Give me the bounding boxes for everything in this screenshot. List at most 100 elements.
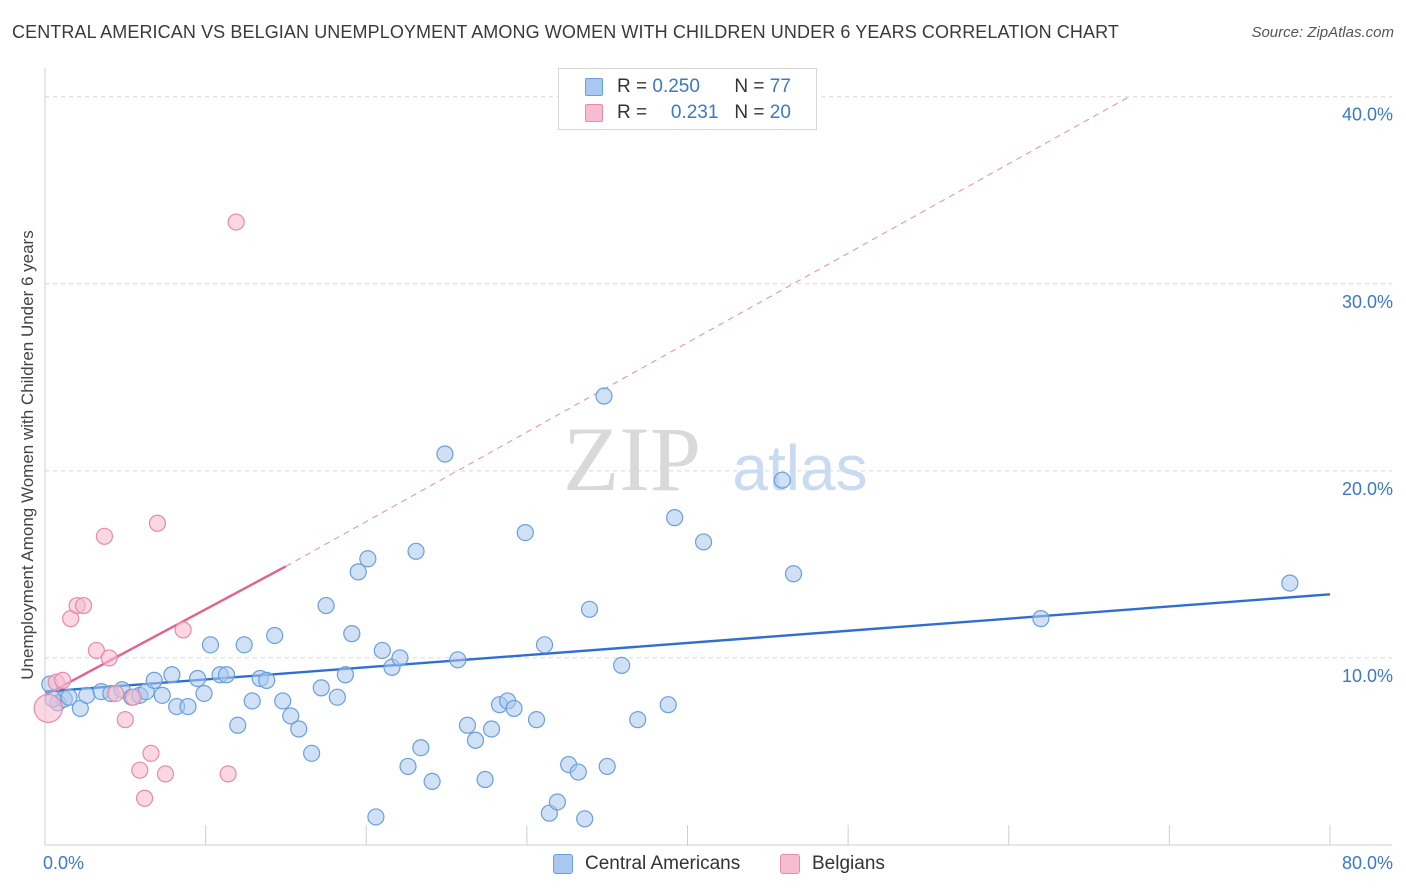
point-central-american xyxy=(548,793,566,811)
point-central-american xyxy=(303,744,321,762)
legend-swatch-central xyxy=(585,78,603,96)
point-central-american xyxy=(317,596,335,615)
point-belgian xyxy=(174,621,192,639)
point-belgian xyxy=(131,761,149,779)
point-belgian xyxy=(227,213,245,231)
point-central-american xyxy=(235,636,253,654)
point-belgian xyxy=(54,671,72,689)
point-central-american xyxy=(153,686,171,704)
point-central-american xyxy=(399,757,417,776)
point-belgian xyxy=(135,789,154,807)
legend-label-belgians: Belgians xyxy=(812,853,885,874)
point-central-american xyxy=(290,720,308,738)
point-central-american xyxy=(188,669,207,688)
x-tick-label: 80.0% xyxy=(1342,853,1393,873)
legend-label-central: Central Americans xyxy=(585,853,741,874)
legend-r-label: R = xyxy=(617,102,648,123)
legend-item-belgians[interactable]: Belgians xyxy=(780,851,885,877)
point-central-american xyxy=(516,523,534,542)
point-central-american xyxy=(258,671,276,689)
legend-r-value: 0.250 xyxy=(652,76,700,97)
point-central-american xyxy=(274,692,292,710)
point-central-american xyxy=(412,739,430,757)
point-central-american xyxy=(359,550,377,568)
point-belgian xyxy=(33,693,63,724)
point-central-american xyxy=(195,684,213,703)
point-central-american xyxy=(328,688,346,706)
point-central-american xyxy=(576,810,594,828)
point-central-american xyxy=(458,716,477,734)
trend-line-belgians xyxy=(44,565,287,697)
chart-title: CENTRAL AMERICAN VS BELGIAN UNEMPLOYMENT… xyxy=(12,22,1119,42)
legend-swatch-belgians xyxy=(585,104,603,122)
watermark: ZIP atlas xyxy=(563,408,868,510)
point-central-american xyxy=(243,692,261,710)
point-central-american xyxy=(613,656,631,675)
point-central-american xyxy=(527,711,546,729)
point-central-american xyxy=(229,716,247,734)
legend-r-value: 0.231 xyxy=(670,102,719,123)
point-central-american xyxy=(629,711,647,729)
point-belgian xyxy=(74,596,93,615)
point-central-american xyxy=(407,542,425,560)
y-tick-label: 10.0% xyxy=(1342,666,1393,686)
point-central-american xyxy=(349,563,367,581)
point-belgian xyxy=(100,649,118,667)
point-central-american xyxy=(163,666,181,684)
legend-row-central: R = 0.250 N = 77 xyxy=(585,75,791,99)
point-belgian xyxy=(124,688,142,706)
point-central-american xyxy=(179,697,197,716)
point-central-american xyxy=(145,671,163,689)
point-central-american xyxy=(336,666,354,684)
point-central-american xyxy=(391,649,409,667)
legend-n-value: 20 xyxy=(769,102,791,123)
point-central-american xyxy=(694,533,713,551)
point-belgian xyxy=(116,711,134,729)
legend-item-central-americans[interactable]: Central Americans xyxy=(553,851,740,877)
point-central-american xyxy=(78,686,96,704)
y-tick-label: 30.0% xyxy=(1342,292,1393,312)
legend-row-belgians: R = 0.231 N = 20 xyxy=(585,101,791,125)
point-belgian xyxy=(156,765,175,783)
point-central-american xyxy=(217,666,236,684)
point-central-american xyxy=(343,625,361,643)
axes xyxy=(44,68,1392,846)
point-central-american xyxy=(659,696,677,714)
legend-swatch-belgians xyxy=(780,854,800,874)
point-central-american xyxy=(476,770,494,789)
legend-n-value: 77 xyxy=(769,76,791,97)
trend-extension-belgians xyxy=(285,96,1130,567)
point-central-american xyxy=(1281,574,1299,592)
point-central-american xyxy=(580,600,599,618)
watermark-zip: ZIP xyxy=(563,408,701,510)
x-tick-label: 0.0% xyxy=(43,853,84,873)
gridlines xyxy=(45,96,1392,659)
point-central-american xyxy=(569,763,587,781)
watermark-atlas: atlas xyxy=(732,432,867,504)
point-central-american xyxy=(373,641,391,660)
point-central-american xyxy=(423,772,441,790)
data-points xyxy=(33,213,1299,828)
point-central-american xyxy=(535,636,554,654)
y-tick-label: 20.0% xyxy=(1342,479,1393,499)
point-central-american xyxy=(666,509,684,527)
point-central-american xyxy=(773,471,791,489)
point-central-american xyxy=(505,699,523,718)
point-central-american xyxy=(436,445,454,463)
point-belgian xyxy=(107,684,125,703)
point-central-american xyxy=(282,707,300,725)
legend-n-label: N = xyxy=(734,102,765,123)
stats-legend: R = 0.250 N = 77 R = 0.231 N = 20 xyxy=(558,68,817,130)
point-central-american xyxy=(201,636,220,654)
legend-n-label: N = xyxy=(734,76,765,97)
point-central-american xyxy=(784,565,803,583)
point-central-american xyxy=(266,626,284,645)
point-belgian xyxy=(87,641,106,660)
point-central-american xyxy=(449,651,467,669)
point-belgian xyxy=(142,744,160,762)
y-tick-label: 40.0% xyxy=(1342,105,1393,125)
point-central-american xyxy=(598,757,616,776)
trend-lines xyxy=(44,96,1331,697)
point-central-american xyxy=(1032,610,1050,628)
